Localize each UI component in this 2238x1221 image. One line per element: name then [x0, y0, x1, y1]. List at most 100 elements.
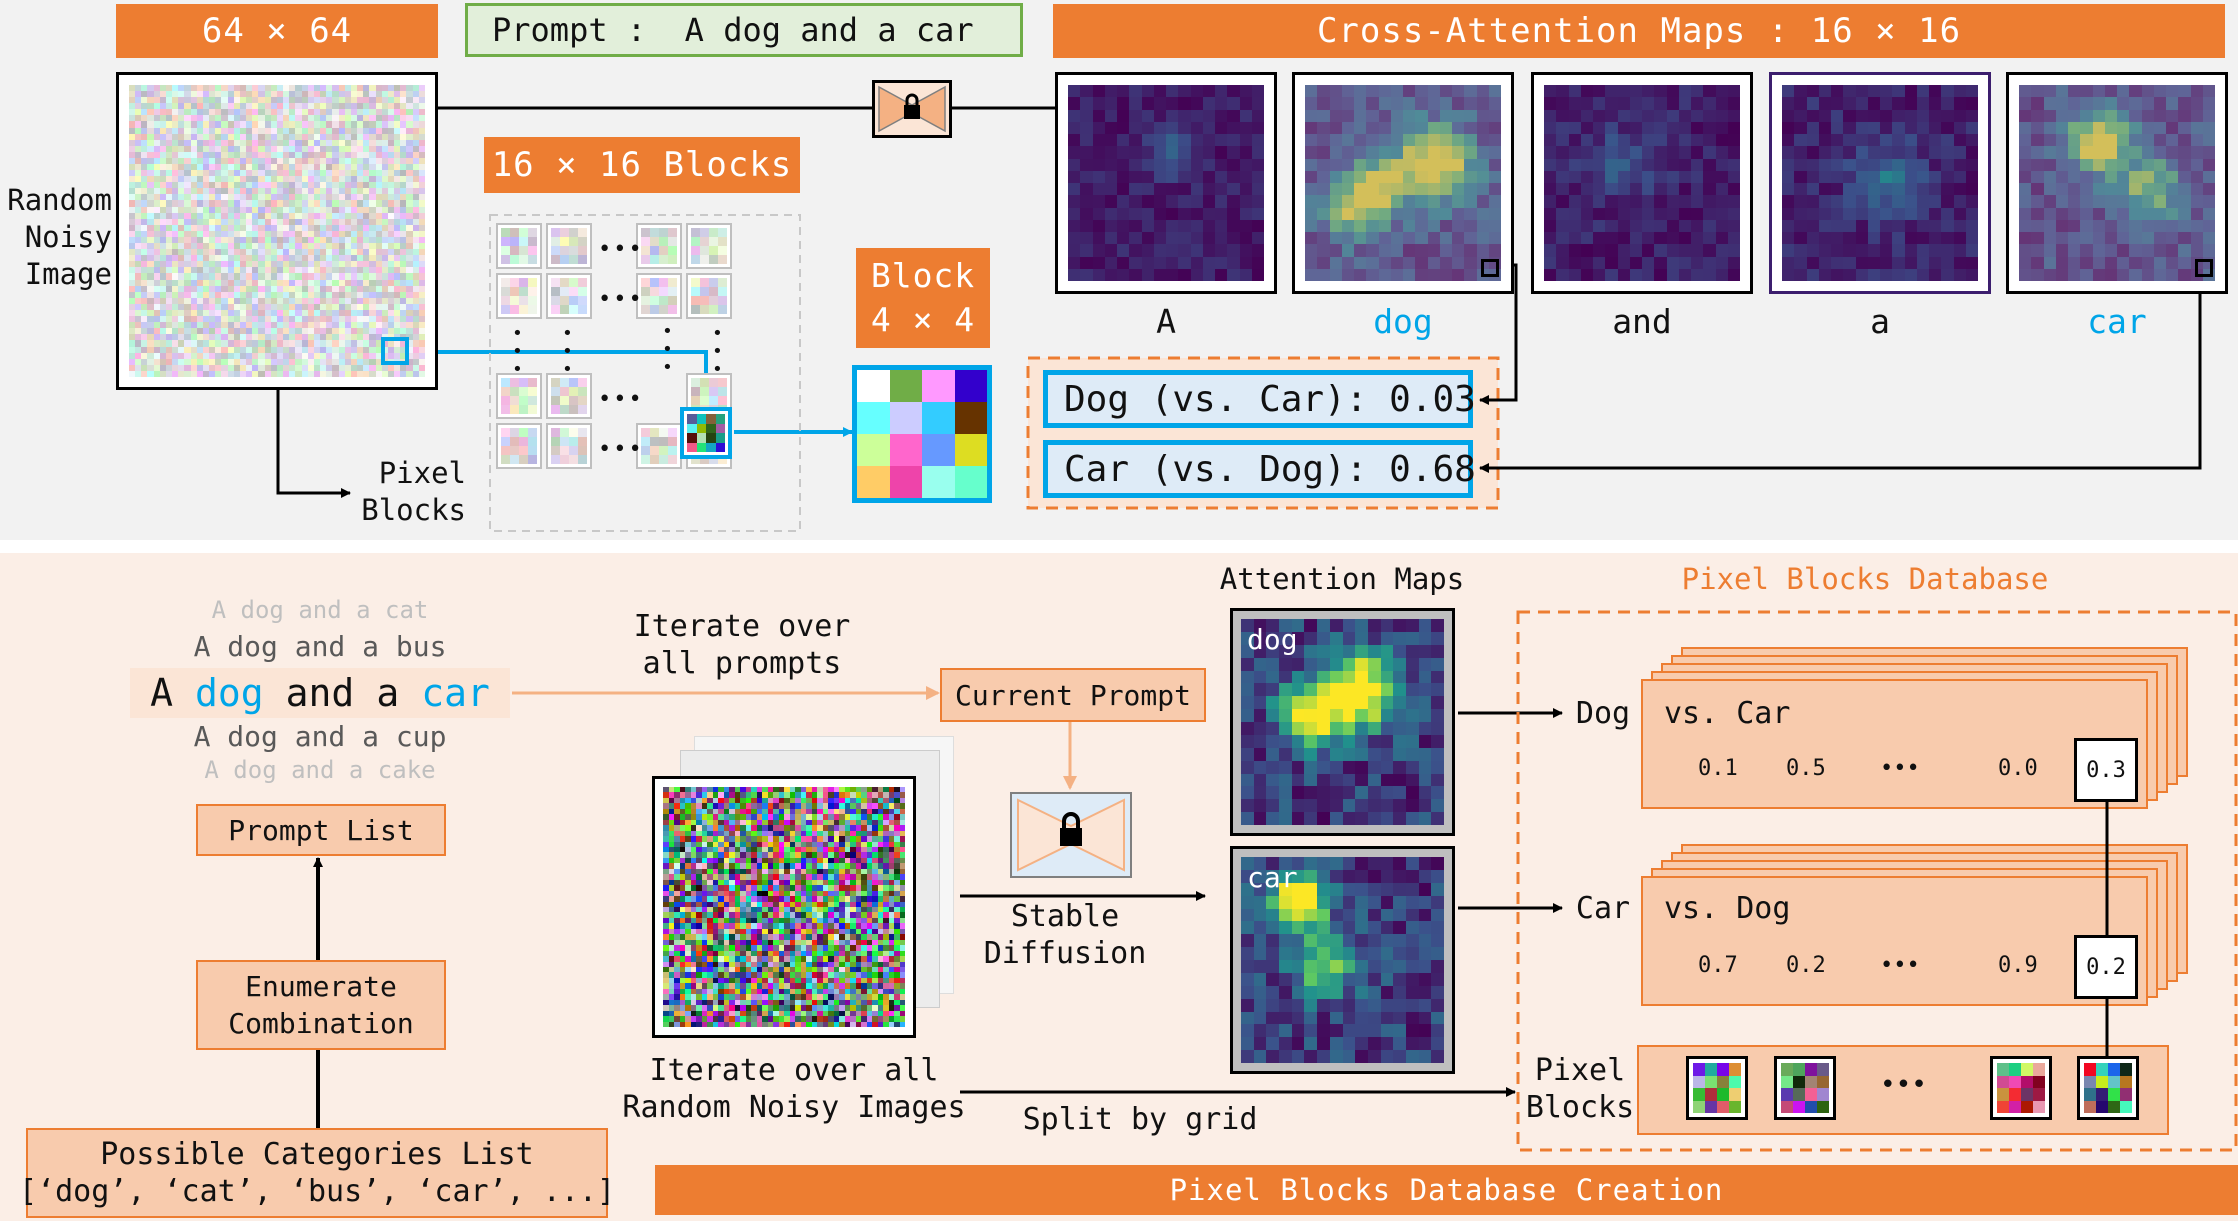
block-tile: [496, 273, 542, 319]
block-pixels: [551, 378, 587, 414]
db-dashed-box: [1516, 610, 2238, 1152]
db-pixel-blocks-label: Pixel Blocks: [1525, 1053, 1635, 1125]
block-pixels: [501, 428, 537, 464]
token-a: A: [150, 671, 174, 715]
attention-maps-label: Attention Maps: [1219, 562, 1465, 596]
token-label-0: A: [1156, 302, 1176, 341]
attention-map-3: [1769, 72, 1991, 294]
bottom-heatmap: [1241, 619, 1444, 825]
block-pixels: [551, 278, 587, 314]
attention-map-0: [1055, 72, 1277, 294]
block-tile: [546, 373, 592, 419]
noisy-image-frame: [652, 776, 916, 1038]
bottom-map-label: car: [1247, 861, 1298, 894]
pixel-marker: [2195, 259, 2213, 277]
block-tile: [686, 223, 732, 269]
prompt-bus: A dog and a bus: [193, 630, 447, 663]
token-label-3: a: [1870, 302, 1890, 341]
token-label-4: car: [2087, 302, 2147, 341]
bottom-map-label: dog: [1247, 623, 1298, 656]
db-value: 0.9: [1998, 953, 2038, 978]
ellipsis-vertical: • • •: [512, 323, 523, 380]
bottom-map-0: dog: [1230, 608, 1455, 836]
block-tile: [496, 423, 542, 469]
block-size-title: Block 4 × 4: [856, 248, 990, 348]
ellipsis-vertical: • • •: [662, 321, 673, 378]
db-title: Pixel Blocks Database: [1681, 562, 2049, 596]
enumerate-box: Enumerate Combination: [196, 960, 446, 1050]
token-and: and: [285, 671, 355, 715]
block-pixels: [641, 278, 677, 314]
split-grid-label: Split by grid: [1022, 1102, 1258, 1137]
db-pixel-block: [1774, 1056, 1836, 1120]
block-tile: [496, 373, 542, 419]
block-pixels: [501, 378, 537, 414]
db-value: 0.7: [1698, 953, 1738, 978]
db-pixel-block: [1990, 1056, 2052, 1120]
db-dog-label: Dog: [1575, 696, 1631, 731]
lock-icon: [1060, 828, 1082, 846]
block-pixels: [641, 228, 677, 264]
block-tile: [546, 223, 592, 269]
bottom-map-1: car: [1230, 846, 1455, 1074]
db-dog-vs: vs. Car: [1664, 696, 1791, 731]
pixel-blocks-arrow: [276, 385, 351, 498]
block-pixels: [501, 278, 537, 314]
ellipsis: •••: [598, 437, 644, 462]
block-pixels: [551, 228, 587, 264]
noise-image-frame: [116, 72, 438, 390]
db-pixel-block: [1686, 1056, 1748, 1120]
cross-attention-title: Cross-Attention Maps : 16 × 16: [1053, 4, 2225, 58]
block-pixels: [691, 228, 727, 264]
iterate-images-label: Iterate over all Random Noisy Images: [622, 1053, 966, 1125]
block-tile: [546, 423, 592, 469]
block-tile: [496, 223, 542, 269]
db-value: 0.3: [2074, 738, 2138, 802]
ellipsis: •••: [598, 237, 644, 262]
block-tile: [636, 223, 682, 269]
block-tile: [636, 423, 682, 469]
db-stack-car: [1641, 844, 2188, 1006]
current-prompt-row: A dog and a car: [130, 668, 510, 718]
stable-diffusion-label: Stable Diffusion: [983, 899, 1147, 971]
attention-heatmap: [1544, 85, 1740, 281]
attention-map-4: [2006, 72, 2228, 294]
bottom-heatmap: [1241, 857, 1444, 1063]
pixel-blocks-label: Pixel Blocks: [361, 456, 466, 527]
frozen-model-icon: [872, 80, 952, 138]
car-score-box: Car (vs. Dog): 0.68: [1043, 440, 1476, 498]
block-pixels: [691, 278, 727, 314]
zoomed-block: [852, 365, 992, 503]
token-label-2: and: [1612, 302, 1672, 341]
selected-block-pixels: [687, 414, 725, 452]
attention-heatmap: [1305, 85, 1501, 281]
attention-map-1: [1292, 72, 1514, 294]
attention-map-2: [1531, 72, 1753, 294]
db-value: 0.5: [1786, 756, 1826, 781]
car-score-arrow: [1479, 265, 2202, 473]
token-car: car: [421, 671, 490, 715]
ellipsis-vertical: • • •: [712, 323, 723, 380]
block-tile: [636, 273, 682, 319]
prompt-cat: A dog and a cat: [211, 596, 429, 624]
iterate-prompts-label: Iterate over all prompts: [633, 609, 851, 681]
token-dog: dog: [195, 671, 264, 715]
db-value: 0.1: [1698, 756, 1738, 781]
block-tile: [546, 273, 592, 319]
ellipsis-vertical: • • •: [562, 323, 573, 380]
current-prompt-box: Current Prompt: [940, 668, 1206, 722]
ellipsis: •••: [598, 287, 644, 312]
blocks-grid-outline: [489, 214, 801, 532]
db-value: •••: [1880, 756, 1920, 781]
noise-size-title: 64 × 64: [116, 4, 438, 58]
block-pixels: [551, 428, 587, 464]
db-value: 0.2: [2074, 935, 2138, 999]
ellipsis: •••: [598, 387, 644, 412]
selected-block-marker: [381, 337, 409, 365]
db-pixel-block-pixels: [1997, 1063, 2045, 1113]
selected-block: [680, 407, 732, 459]
footer-title: Pixel Blocks Database Creation: [655, 1165, 2238, 1215]
attention-heatmap: [2019, 85, 2215, 281]
token-a2: a: [376, 671, 400, 715]
db-pixel-block-pixels: [1693, 1063, 1741, 1113]
